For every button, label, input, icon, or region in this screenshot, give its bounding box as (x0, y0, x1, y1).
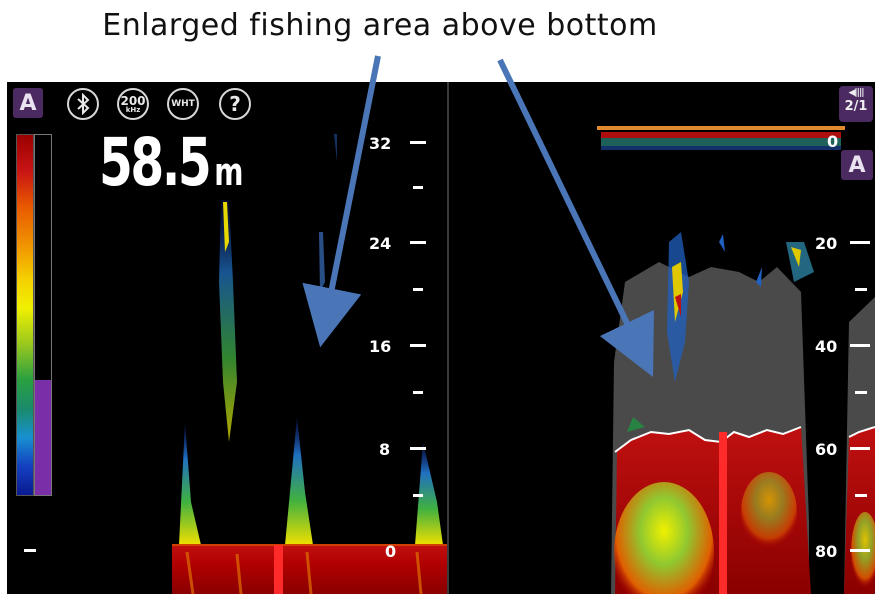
depth-readout: 58.5 m (99, 130, 243, 196)
right-scale-label-0: 0 (827, 132, 839, 151)
page-indicator[interactable]: ◀|||| 2/1 (839, 86, 873, 122)
scale-marker (24, 549, 36, 552)
right-scale-tick (850, 344, 870, 347)
arrow-left (302, 55, 381, 348)
right-scale-tick (855, 494, 867, 497)
signal-icon: ◀|||| (848, 88, 864, 98)
scale-label-32: 32 (369, 134, 392, 153)
right-scale-label-40: 40 (815, 337, 838, 356)
sonar-screen: A 200 kHz WHT ? 58.5 m (7, 82, 875, 594)
right-scale-tick (855, 391, 867, 394)
right-scale-tick (855, 288, 867, 291)
bluetooth-icon[interactable] (67, 88, 99, 120)
scale-label-8: 8 (379, 440, 391, 459)
scale-tick (410, 141, 426, 144)
scale-label-24: 24 (369, 234, 392, 253)
right-scale-label-20: 20 (815, 234, 838, 253)
panel-divider (447, 82, 449, 594)
scale-tick (410, 344, 426, 347)
caption: Enlarged fishing area above bottom (102, 8, 658, 43)
scale-tick (413, 186, 423, 189)
gain-scale-bar[interactable] (34, 134, 52, 496)
depth-value: 58.5 (99, 124, 212, 201)
scale-label-16: 16 (369, 337, 392, 356)
right-scale-label-60: 60 (815, 440, 838, 459)
arrow-right (497, 58, 654, 378)
white-line-icon[interactable]: WHT (167, 88, 199, 120)
mode-badge-right[interactable]: A (841, 150, 873, 180)
scale-tick (410, 241, 426, 244)
scale-tick (413, 288, 423, 291)
right-echogram (597, 126, 875, 594)
depth-unit: m (214, 150, 244, 194)
right-scale-tick (850, 447, 870, 450)
scale-label-0: 0 (385, 542, 397, 561)
right-scale-label-80: 80 (815, 542, 838, 561)
left-echogram (172, 134, 447, 594)
scale-tick (413, 391, 423, 394)
scale-tick (413, 494, 423, 497)
color-scale-bar (16, 134, 34, 496)
scale-tick (410, 447, 426, 450)
mode-badge[interactable]: A (13, 88, 43, 118)
right-scale-tick (850, 241, 870, 244)
page-indicator-label: 2/1 (844, 99, 868, 114)
frequency-icon[interactable]: 200 kHz (117, 88, 149, 120)
help-icon[interactable]: ? (219, 88, 251, 120)
right-scale-tick (850, 549, 870, 552)
